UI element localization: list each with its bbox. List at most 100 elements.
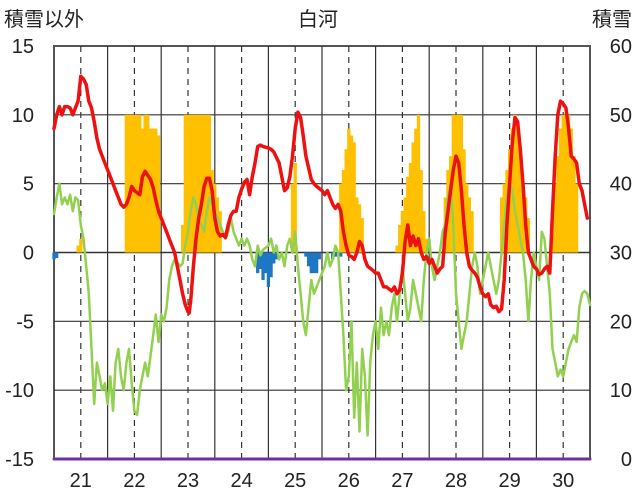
orange-bar [419, 169, 423, 253]
orange-bar [556, 156, 560, 253]
orange-bar [357, 204, 362, 253]
x-tick-label: 23 [177, 470, 199, 492]
blue-bar [258, 252, 262, 270]
orange-bar [572, 156, 576, 253]
blue-bar [339, 252, 343, 257]
x-tick-label: 27 [391, 470, 413, 492]
orange-bar [569, 128, 573, 253]
blue-bar [55, 252, 59, 259]
y-right-tick-label: 10 [610, 380, 632, 402]
orange-bar [143, 114, 147, 253]
orange-bar [146, 114, 150, 253]
y-left-tick-label: 0 [23, 243, 34, 265]
x-tick-label: 25 [284, 470, 306, 492]
blue-bar [333, 252, 338, 257]
x-tick-label: 26 [338, 470, 360, 492]
y-right-tick-label: 30 [610, 243, 632, 265]
orange-bar [424, 238, 429, 253]
orange-bar [406, 176, 410, 253]
orange-bar [454, 114, 458, 253]
orange-bar [76, 245, 80, 253]
orange-bar [518, 156, 522, 253]
x-tick-label: 24 [230, 470, 252, 492]
orange-bar [290, 183, 295, 253]
orange-bar [197, 114, 201, 253]
orange-bar [127, 114, 131, 253]
orange-bar [344, 149, 348, 253]
y-left-tick-label: 5 [23, 174, 34, 196]
orange-bar [124, 114, 128, 253]
y-right-tick-label: 20 [610, 311, 632, 333]
orange-bar [400, 211, 405, 253]
orange-bar [561, 114, 565, 253]
orange-bar [403, 197, 407, 253]
x-tick-label: 30 [552, 470, 574, 492]
orange-bar [135, 114, 139, 253]
y-right-tick-label: 50 [610, 105, 632, 127]
orange-bar [293, 163, 297, 253]
orange-bar [349, 135, 354, 253]
blue-bar [315, 252, 319, 274]
orange-bar [465, 183, 469, 253]
orange-bar [199, 114, 204, 253]
orange-bar [210, 169, 214, 253]
orange-bar [467, 197, 472, 253]
y-left-tick-label: 15 [12, 36, 34, 58]
orange-bar [148, 128, 153, 253]
chart-title: 白河 [298, 8, 338, 31]
blue-bar [306, 252, 311, 267]
orange-bar [79, 238, 83, 253]
blue-bar [264, 252, 268, 274]
blue-bar [304, 252, 308, 257]
orange-bar [395, 245, 399, 253]
orange-bar [499, 197, 504, 253]
y-left-tick-label: -5 [16, 311, 34, 333]
blue-bar [266, 252, 271, 287]
blue-bar [317, 252, 321, 260]
orange-bar [352, 142, 356, 253]
y-right-tick-label: 60 [610, 36, 632, 58]
blue-bar [272, 252, 276, 264]
orange-bar [189, 114, 193, 253]
orange-bar [566, 114, 571, 253]
orange-bar [360, 218, 364, 253]
y-right-tick-label: 0 [621, 449, 632, 471]
red-series-line [52, 74, 590, 315]
orange-bar [553, 183, 557, 253]
orange-bar [516, 128, 520, 253]
orange-bar [414, 128, 418, 253]
orange-bar [341, 169, 346, 253]
orange-bar [218, 211, 222, 253]
x-tick-label: 22 [123, 470, 145, 492]
orange-bar [574, 183, 579, 253]
blue-bar [309, 252, 313, 274]
orange-bar [558, 128, 563, 253]
orange-bar [156, 135, 161, 253]
orange-bar [355, 197, 359, 253]
orange-bar [191, 114, 195, 253]
orange-bar [451, 114, 455, 253]
orange-bar [347, 128, 351, 253]
orange-bar [521, 183, 525, 253]
blue-bar [274, 252, 279, 260]
orange-bar [411, 142, 415, 253]
orange-bar [186, 114, 190, 253]
orange-bar [457, 114, 461, 253]
y-left-tick-label: 10 [12, 105, 34, 127]
blue-bar [261, 252, 265, 281]
right-axis-label: 積雪 [592, 8, 632, 31]
blue-bar [52, 252, 56, 260]
y-left-tick-label: -10 [5, 380, 34, 402]
x-tick-label: 21 [70, 470, 92, 492]
orange-bar [183, 114, 187, 253]
lines [52, 74, 592, 461]
orange-bar [132, 114, 137, 253]
orange-bar [470, 211, 474, 253]
y-right-tick-label: 40 [610, 174, 632, 196]
orange-bar [462, 149, 466, 253]
orange-bar [408, 163, 413, 253]
orange-bar [181, 224, 185, 253]
orange-bar [398, 224, 402, 253]
